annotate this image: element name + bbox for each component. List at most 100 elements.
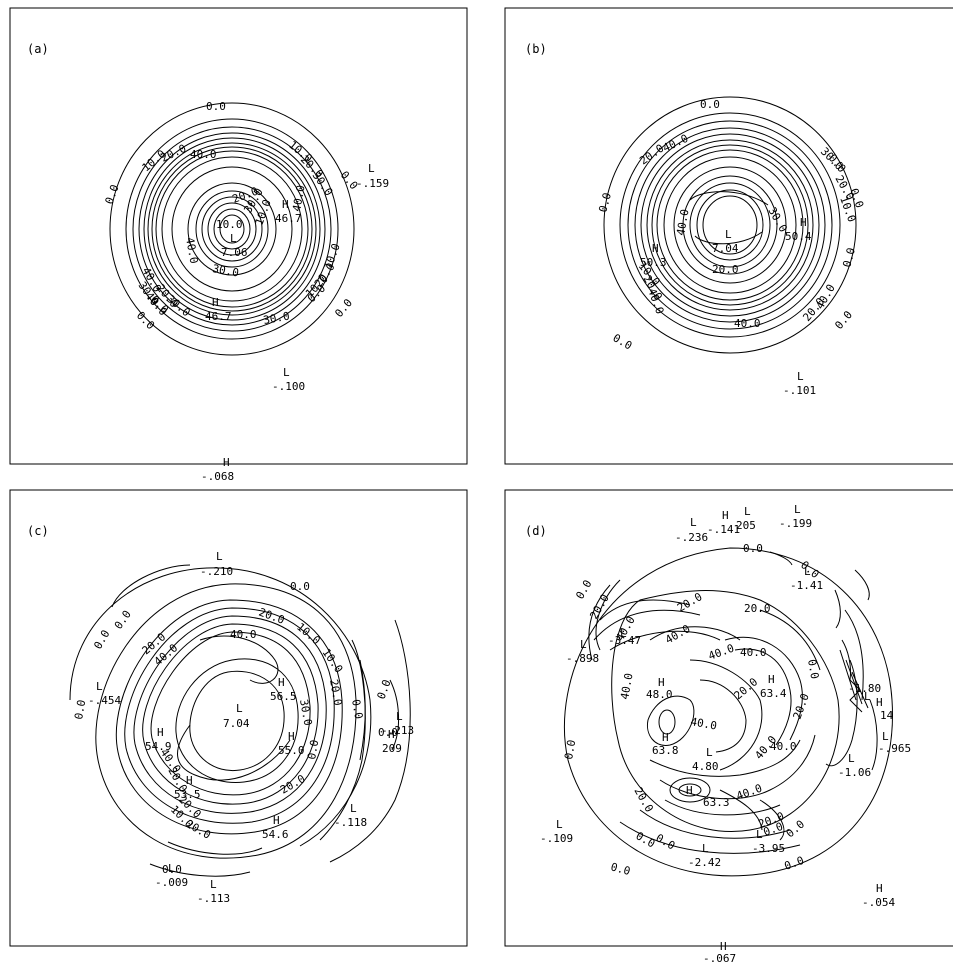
extremum-type: L bbox=[236, 702, 243, 715]
contour-label: 0.0 bbox=[375, 678, 394, 701]
panel-b: (b) 0.0 0.0 0.0 0.0 0.0 0.0 0.0 20.0 40. bbox=[504, 7, 953, 465]
extremum-type: H bbox=[662, 731, 669, 744]
extremum-value: -1.06 bbox=[838, 766, 871, 779]
contour-label: 0.0 bbox=[91, 628, 112, 652]
extremum-type: H bbox=[273, 814, 280, 827]
contour-label: 40.0 bbox=[707, 642, 736, 663]
extremum-type: L bbox=[556, 818, 563, 831]
extremum-value: 7.04 bbox=[712, 242, 739, 255]
extremum-value: 54.9 bbox=[145, 740, 172, 753]
extremum-type: L bbox=[216, 550, 223, 563]
extremum-value: -.454 bbox=[88, 694, 121, 707]
extremum-value: -.965 bbox=[878, 742, 911, 755]
extremum-type: L bbox=[396, 710, 403, 723]
extremum-value: 63.4 bbox=[760, 687, 787, 700]
panel-label: (c) bbox=[27, 524, 49, 538]
extremum-type: L bbox=[580, 638, 587, 651]
extremum-type: H bbox=[157, 726, 164, 739]
contour-label: 0.0 bbox=[290, 580, 310, 593]
contour-label: 0.0 bbox=[562, 739, 578, 761]
extremum-type: H bbox=[686, 784, 693, 797]
contour-label: 0.0 bbox=[743, 542, 763, 555]
contour-label: 10.0 bbox=[216, 218, 243, 231]
extremum-type: L bbox=[702, 842, 709, 855]
extremum-value: -.054 bbox=[862, 896, 895, 909]
extremum-value: -.118 bbox=[334, 816, 367, 829]
contour-label: 40.0 bbox=[740, 646, 767, 659]
panel-d: (d) bbox=[504, 489, 953, 947]
extremum-value: 50.4 bbox=[785, 230, 812, 243]
panel-frame bbox=[504, 7, 953, 465]
contour-label: 0.0 bbox=[349, 698, 365, 720]
contour-label: 0.0 bbox=[840, 246, 858, 269]
extremum-value: 46.7 bbox=[205, 310, 232, 323]
extremum-type: L bbox=[706, 746, 713, 759]
contour-label: 0.0 bbox=[378, 726, 398, 739]
extremum-value: 7.04 bbox=[223, 717, 250, 730]
contour-label: 40.0 bbox=[183, 236, 200, 264]
extremum-type: L bbox=[368, 162, 375, 175]
contour-label: 0.0 bbox=[784, 818, 808, 841]
contour-label: 20.0 bbox=[327, 678, 344, 706]
contour-label: 30.0 bbox=[211, 262, 239, 279]
contour-label: 40.0 bbox=[735, 782, 764, 803]
extremum-type: L bbox=[283, 366, 290, 379]
extremum-value: -.101 bbox=[783, 384, 816, 397]
contour-label: 40.0 bbox=[674, 208, 691, 236]
extremum-value: 63.3 bbox=[703, 796, 730, 809]
extremum-type: L bbox=[725, 228, 732, 241]
contour-label: 40.0 bbox=[689, 715, 717, 732]
contour-label: 40.0 bbox=[290, 184, 307, 212]
extremum-value: 14 bbox=[880, 709, 894, 722]
panel-label: (b) bbox=[525, 42, 547, 56]
contour-label: 0.0 bbox=[332, 296, 355, 320]
contour-label: 0.0 bbox=[72, 699, 88, 721]
extremum-type: L bbox=[96, 680, 103, 693]
contour-label: 0.0 bbox=[103, 183, 122, 206]
contour-label: 0.0 bbox=[762, 820, 785, 839]
contour-label: 0.0 bbox=[805, 658, 821, 680]
contour-label: 10.0 bbox=[294, 620, 323, 647]
contour-label: 20.0 bbox=[712, 263, 739, 276]
contour-label: 0.0 bbox=[611, 331, 635, 352]
contour-label: 0.0 bbox=[783, 854, 806, 873]
contour-label: 40.0 bbox=[661, 132, 691, 155]
contour-label: 40.0 bbox=[230, 628, 257, 641]
extremum-type: H bbox=[722, 509, 729, 522]
contour-label: 40.0 bbox=[770, 740, 797, 753]
extremum-value: -1.41 bbox=[790, 579, 823, 592]
extremum-value: 53.5 bbox=[174, 788, 201, 801]
extremum-value: 205 bbox=[736, 519, 756, 532]
contour-label: 0.0 bbox=[206, 100, 226, 113]
outside-extremum-type: H bbox=[223, 456, 230, 469]
extremum-type: H bbox=[278, 676, 285, 689]
contour-label: 20.0 bbox=[791, 692, 812, 721]
contour-label: 20.0 bbox=[744, 602, 771, 615]
extremum-value: 209 bbox=[382, 742, 402, 755]
extremum-type: L bbox=[848, 752, 855, 765]
contour-label: 20.0 bbox=[732, 675, 761, 702]
extremum-value: 50.3 bbox=[640, 256, 667, 269]
extremum-value: -.141 bbox=[707, 523, 740, 536]
contour-label: 0.0 bbox=[305, 739, 321, 761]
outside-extremum-value: -.068 bbox=[201, 470, 234, 483]
contour-label: 0.0 bbox=[609, 860, 632, 878]
contour-label: 0.0 bbox=[700, 98, 720, 111]
extremum-value: 56.5 bbox=[270, 690, 297, 703]
panel-a: (a) 0.0 0.0 0.0 0.0 0.0 0.0 0.0 10.0 20. bbox=[9, 7, 468, 465]
extremum-value: -.210 bbox=[200, 565, 233, 578]
extremum-type: H bbox=[186, 774, 193, 787]
contour-label: 0.0 bbox=[134, 309, 157, 332]
contour-label: 0.0 bbox=[634, 829, 658, 850]
contour-label: 20.0 bbox=[675, 590, 704, 615]
contour-label: 0.0 bbox=[112, 608, 134, 632]
contour-label: 30.0 bbox=[297, 698, 314, 726]
contour-label: 30.0 bbox=[262, 310, 290, 327]
extremum-value: 4.80 bbox=[692, 760, 719, 773]
extremum-type: L bbox=[350, 802, 357, 815]
extremum-value: -.898 bbox=[566, 652, 599, 665]
panel-frame bbox=[9, 489, 468, 947]
contour-label: 0.0 bbox=[162, 863, 182, 876]
contour-label: 40.0 bbox=[618, 672, 635, 700]
